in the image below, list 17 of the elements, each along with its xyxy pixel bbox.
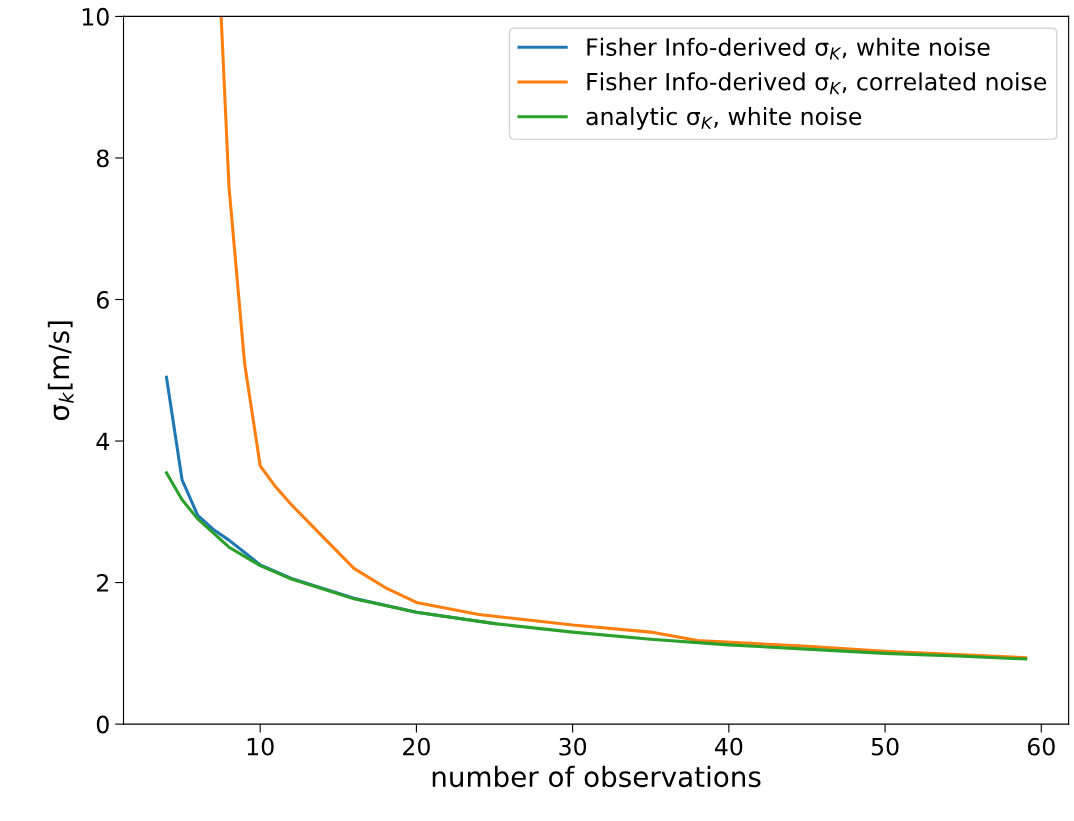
legend-label: Fisher Info-derived σ$_{K}$, white noise [587,37,990,60]
y-tick-label: 2 [97,574,108,592]
x-axis-title: number of observations [432,765,761,788]
x-tick-label: 30 [559,737,587,756]
y-axis-title: σ$_{k}$[m/s] [47,321,74,420]
x-tick-label: 40 [714,737,743,756]
y-tick-label: 8 [96,149,109,168]
y-tick-label: 0 [96,715,109,734]
x-tick-label: 20 [403,737,430,756]
y-tick-label: 10 [82,7,109,26]
x-tick-label: 50 [871,737,899,756]
legend-label: Fisher Info-derived σ$_{K}$, correlated noise [587,72,1047,95]
legend-label: analytic σ$_{K}$, white noise [586,106,862,130]
x-tick-label: 10 [247,737,274,756]
x-tick-label: 60 [1027,737,1055,756]
y-tick-label: 6 [96,290,109,309]
y-tick-label: 4 [96,432,109,451]
